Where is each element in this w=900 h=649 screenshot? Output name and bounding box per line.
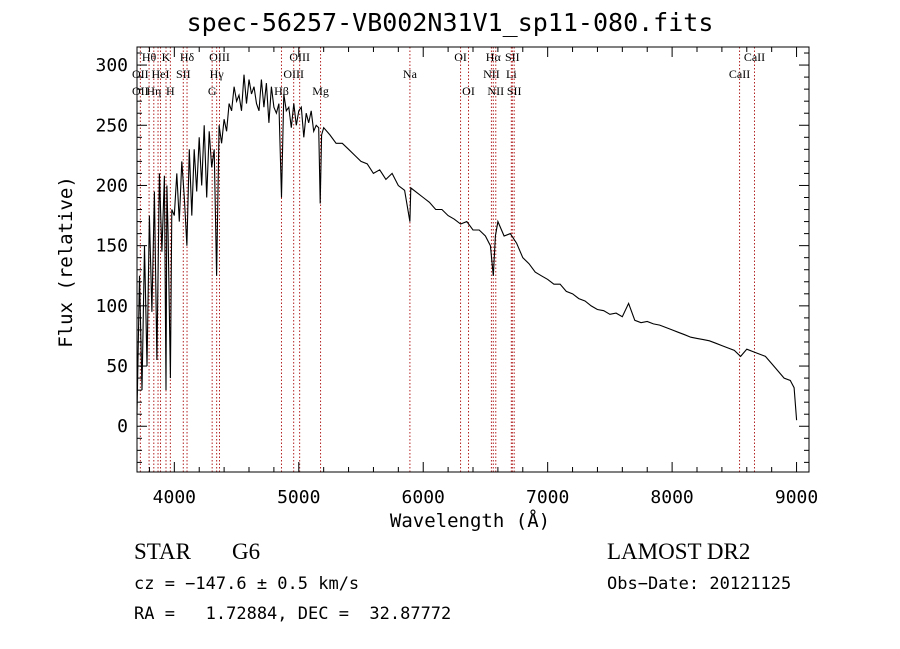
line-label-marker-row2-5: Na — [403, 67, 418, 81]
line-label-marker-row1-4: OIII — [289, 50, 310, 64]
y-tick-label-2: 100 — [95, 296, 128, 317]
x-tick-label-5: 9000 — [775, 487, 818, 508]
line-label-marker-row3-1: Hη — [146, 84, 161, 98]
x-tick-label-3: 7000 — [526, 487, 569, 508]
line-label-marker-row2-7: Li — [506, 67, 517, 81]
y-tick-label-1: 50 — [106, 356, 128, 377]
line-markers — [139, 47, 755, 472]
line-label-marker-row3-5: Mg — [312, 84, 329, 98]
plot-frame — [136, 46, 810, 473]
line-label-marker-row2-2: SII — [176, 67, 191, 81]
obs-date: Obs−Date: 20121125 — [607, 574, 792, 594]
line-label-marker-row3-6: OI — [462, 84, 475, 98]
ra-dec-coords: RA = 1.72884, DEC = 32.87772 — [134, 604, 452, 624]
redshift-cz: cz = −147.6 ± 0.5 km/s — [134, 574, 360, 594]
line-label-marker-row3-0: OII — [132, 84, 149, 98]
line-label-marker-row1-0: Hθ — [142, 50, 157, 64]
line-label-marker-row3-3: G — [208, 84, 217, 98]
line-label-marker-row1-1: K — [162, 50, 171, 64]
line-label-marker-row1-8: CaII — [744, 50, 765, 64]
line-label-marker-row1-7: SII — [505, 50, 520, 64]
line-label-marker-row1-2: Hδ — [180, 50, 195, 64]
spectrum-series — [136, 74, 798, 421]
spectrum-series-line-0 — [136, 74, 798, 421]
line-label-marker-row3-4: Hβ — [274, 84, 289, 98]
x-tick-label-2: 6000 — [402, 487, 445, 508]
line-label-marker-row2-4: OIII — [283, 67, 304, 81]
x-tick-label-1: 5000 — [277, 487, 320, 508]
survey-name: LAMOST DR2 — [607, 539, 751, 564]
line-label-marker-row3-2: H — [166, 84, 175, 98]
y-tick-label-0: 0 — [117, 416, 128, 437]
line-label-marker-row3-8: SII — [507, 84, 522, 98]
chart-title: spec-56257-VB002N31V1_sp11-080.fits — [186, 8, 714, 37]
x-tick-label-0: 4000 — [153, 487, 196, 508]
plot-ticks: 4000 5000 6000 7000 8000 9000 0 50 100 150 200 250 3… — [95, 47, 818, 508]
line-label-marker-row2-6: NII — [483, 67, 500, 81]
plot-axes — [136, 46, 810, 473]
line-label-marker-row2-0: OII — [132, 67, 149, 81]
x-tick-label-4: 8000 — [650, 487, 693, 508]
y-tick-label-3: 150 — [95, 236, 128, 257]
line-label-marker-row2-3: Hγ — [210, 67, 225, 81]
y-tick-label-4: 200 — [95, 175, 128, 196]
y-tick-label-6: 300 — [95, 55, 128, 76]
y-tick-label-5: 250 — [95, 115, 128, 136]
y-axis-label: Flux (relative) — [55, 176, 77, 348]
object-class: STAR — [134, 539, 191, 564]
line-label-marker-row1-3: OIII — [209, 50, 230, 64]
line-label-marker-row1-6: Hα — [486, 50, 502, 64]
line-label-marker-row2-1: HeI — [152, 67, 170, 81]
x-axis-label: Wavelength (Å) — [389, 510, 551, 532]
object-subclass: G6 — [232, 539, 261, 564]
line-label-marker-row1-5: OI — [454, 50, 467, 64]
line-label-marker-row2-8: CaII — [729, 67, 750, 81]
line-label-marker-row3-7: NII — [487, 84, 504, 98]
